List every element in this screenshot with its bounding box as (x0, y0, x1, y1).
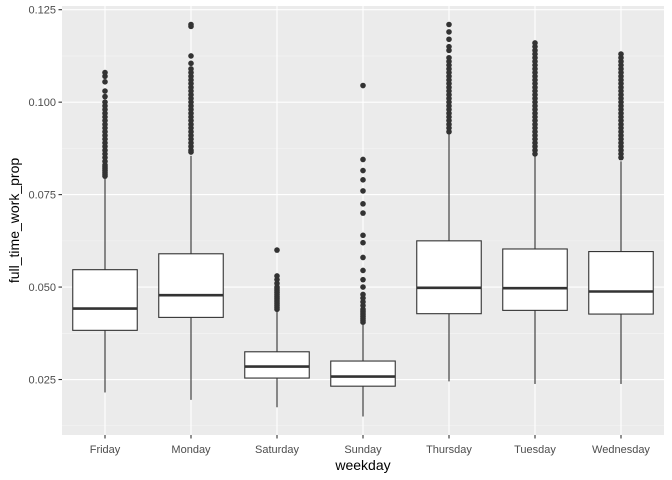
y-tick-label: 0.125 (28, 5, 56, 17)
outlier-point (188, 60, 194, 67)
outlier-point (360, 239, 366, 246)
iqr-box (588, 251, 654, 315)
y-axis: 0.025 0.050 0.075 0.100 0.125 (28, 5, 62, 387)
outlier-point (274, 247, 280, 253)
outlier-point (360, 167, 366, 174)
iqr-box (416, 240, 482, 315)
iqr-box (502, 248, 568, 311)
outlier-point (360, 201, 366, 207)
y-tick-label: 0.050 (28, 282, 56, 294)
outlier-point (188, 53, 194, 59)
outlier-point (360, 254, 366, 261)
outlier-point (446, 43, 452, 50)
outlier-point (532, 40, 538, 46)
x-tick-label: Sunday (344, 444, 382, 456)
outlier-point (360, 188, 366, 194)
y-tick-label: 0.100 (28, 97, 56, 109)
outlier-point (360, 82, 366, 89)
x-tick-label: Wednesday (592, 444, 650, 456)
x-tick-label: Tuesday (514, 444, 556, 456)
outlier-point (360, 210, 366, 216)
outlier-point (360, 232, 366, 239)
box-thursday (416, 21, 482, 382)
outlier-point (188, 21, 194, 28)
box-saturday (244, 247, 310, 408)
outlier-point (102, 99, 108, 105)
x-axis-title: weekday (334, 457, 390, 473)
x-axis: Friday Monday Saturday Sunday Thursday Tuesda… (90, 435, 650, 456)
y-axis-title: full_time_work_prop (6, 158, 22, 283)
outlier-point (446, 36, 452, 43)
box-wednesday (588, 51, 654, 384)
y-tick-label: 0.025 (28, 375, 56, 387)
iqr-box (72, 269, 138, 331)
outlier-point (102, 79, 108, 85)
box-tuesday (502, 40, 568, 384)
outlier-point (102, 88, 108, 94)
boxes (72, 21, 654, 417)
outlier-point (360, 276, 366, 283)
outlier-point (360, 284, 366, 290)
outlier-point (274, 273, 280, 279)
outlier-point (360, 177, 366, 183)
outlier-point (446, 29, 452, 35)
outlier-point (446, 21, 452, 28)
outlier-point (188, 66, 194, 72)
outlier-point (618, 51, 624, 57)
iqr-box (330, 360, 396, 387)
x-tick-label: Thursday (426, 444, 472, 456)
y-tick-label: 0.075 (28, 190, 56, 202)
iqr-box (244, 351, 310, 379)
outlier-point (360, 267, 366, 274)
box-friday (72, 69, 138, 393)
iqr-box (158, 253, 224, 318)
outlier-point (446, 54, 452, 61)
outlier-point (360, 156, 366, 163)
box-sunday (330, 82, 396, 417)
outlier-point (102, 69, 108, 76)
x-tick-label: Friday (90, 444, 121, 456)
x-tick-label: Saturday (255, 444, 300, 456)
box-monday (158, 21, 224, 400)
x-tick-label: Monday (171, 444, 211, 456)
outlier-point (360, 291, 366, 298)
outlier-point (102, 93, 108, 100)
